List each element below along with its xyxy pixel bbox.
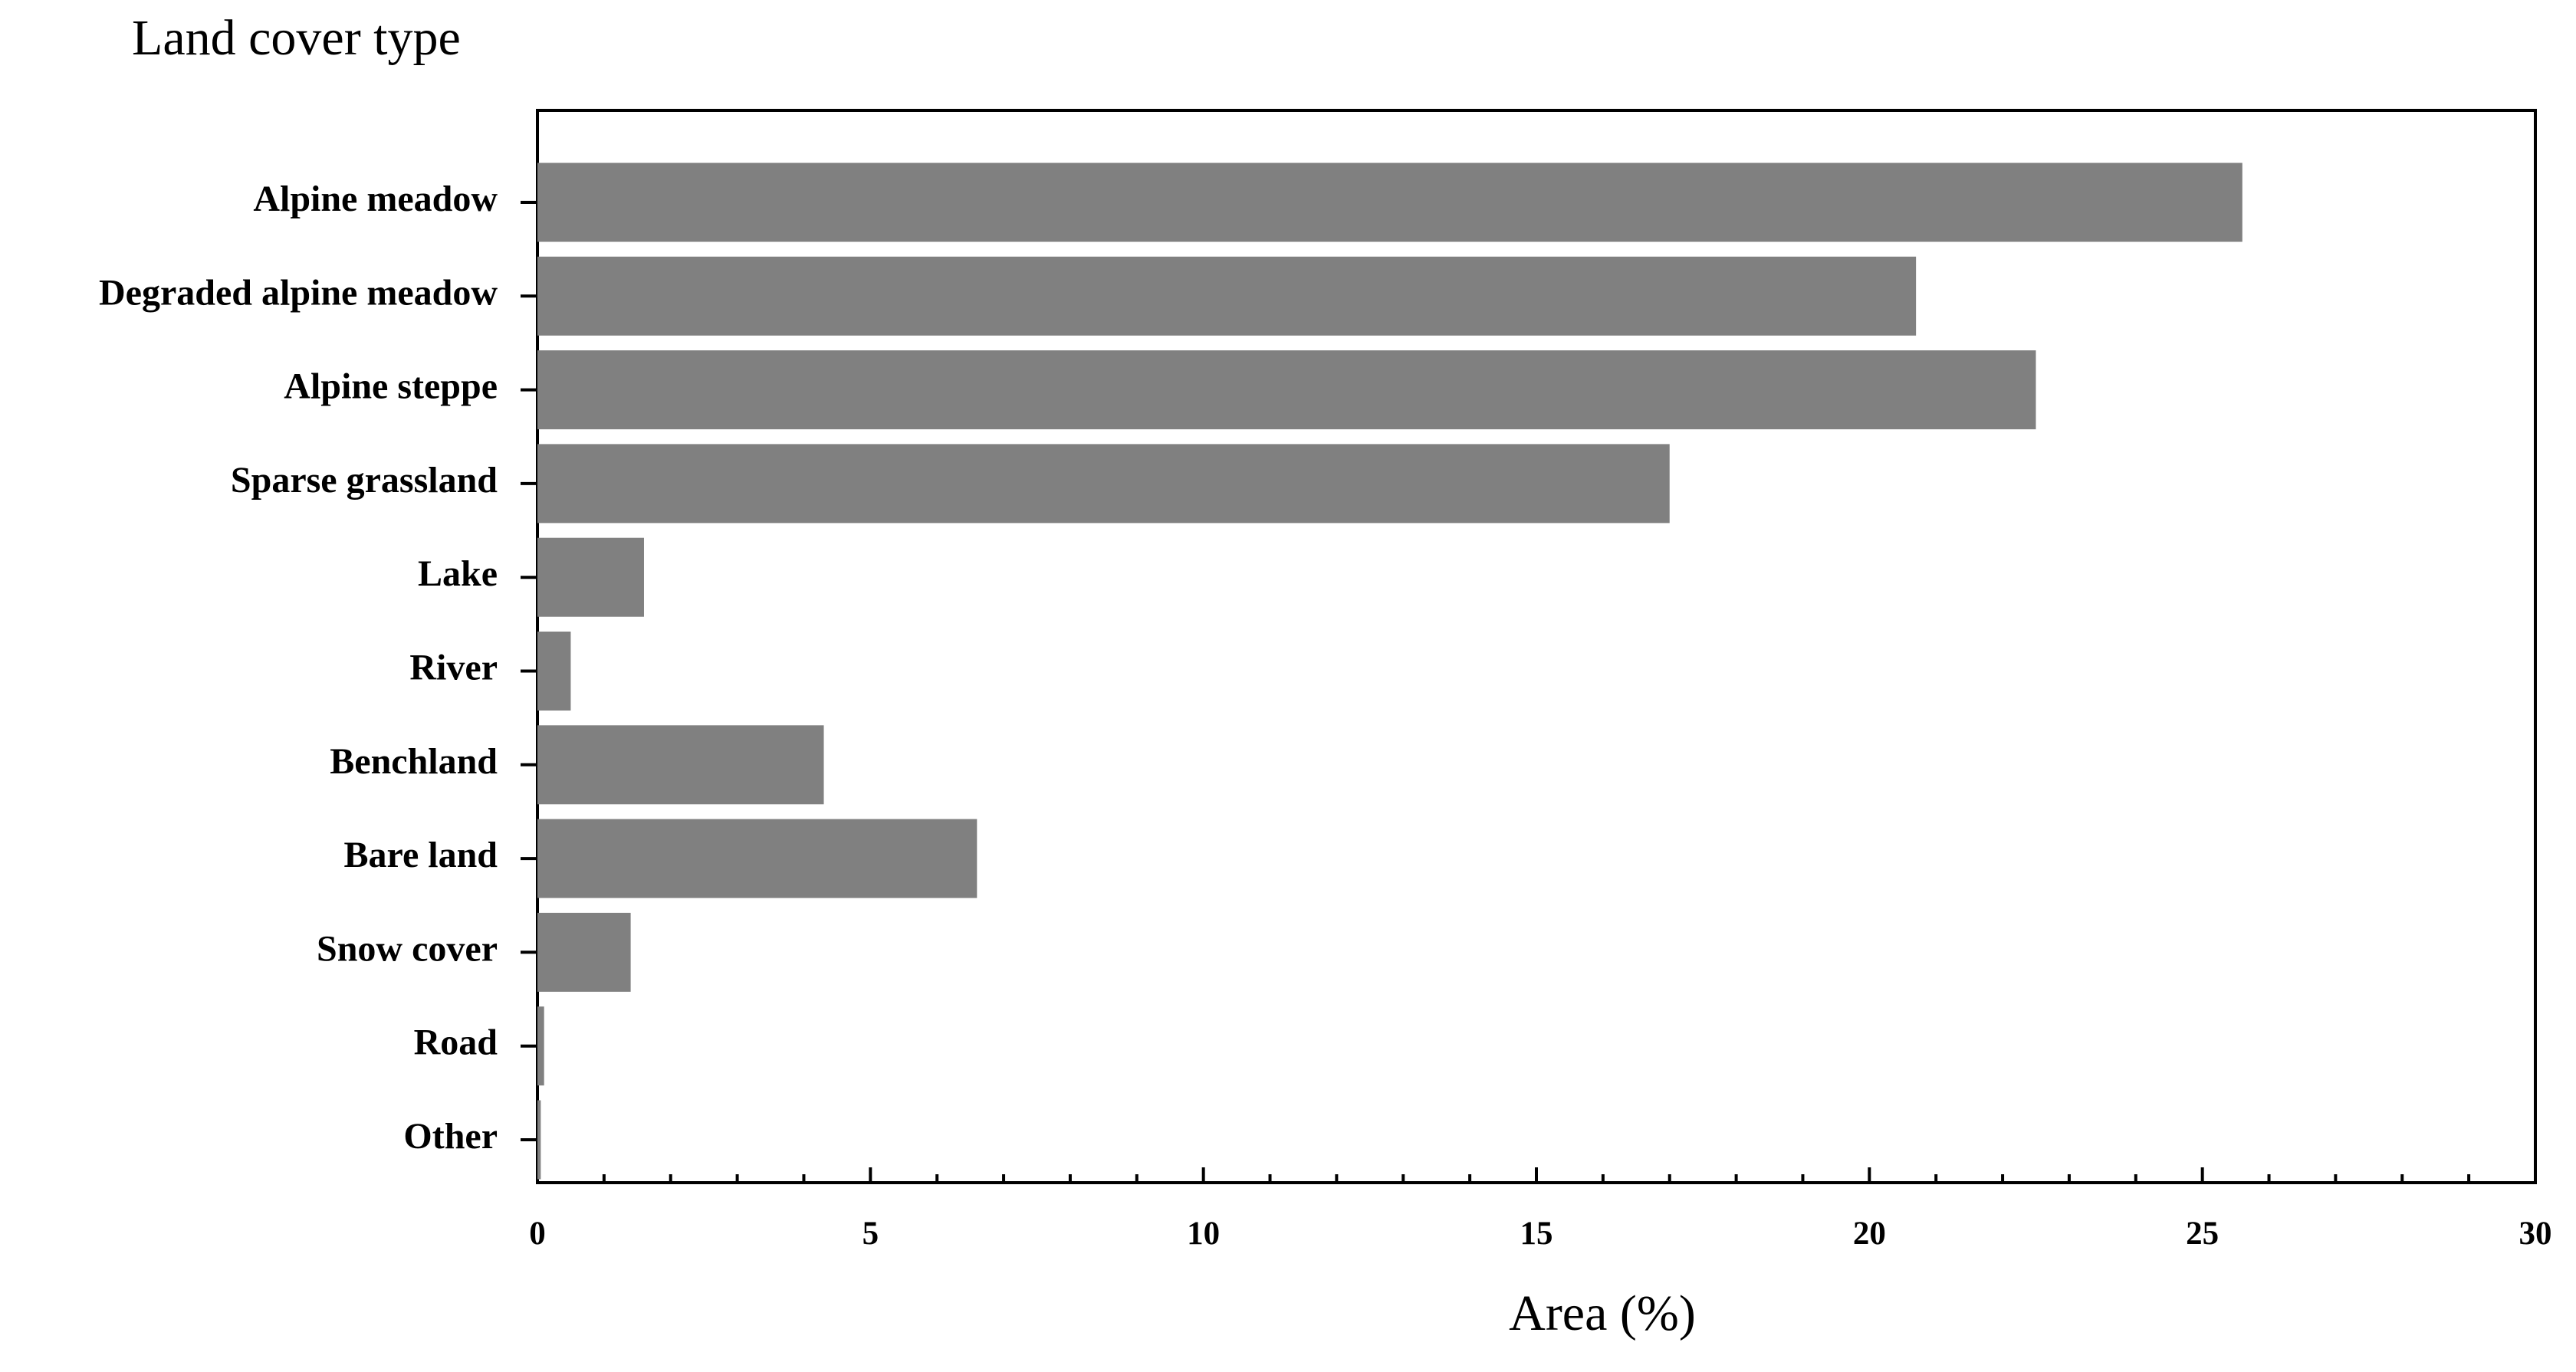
x-tick-label: 25: [2186, 1216, 2219, 1252]
y-tick-label: Sparse grassland: [231, 460, 498, 501]
x-tick-label: 5: [863, 1216, 879, 1252]
x-axis-title: Area (%): [1509, 1285, 1696, 1341]
y-tick-label: Road: [414, 1022, 498, 1063]
bar: [537, 912, 631, 992]
bar: [537, 162, 2242, 242]
bar: [537, 537, 644, 617]
y-tick-label: Lake: [418, 553, 498, 594]
y-tick-label: Other: [403, 1116, 498, 1157]
x-tick-label: 20: [1853, 1216, 1886, 1252]
bar: [537, 256, 1917, 336]
bar: [537, 1100, 541, 1180]
x-tick-label: 10: [1187, 1216, 1220, 1252]
x-tick-label: 0: [529, 1216, 546, 1252]
bar: [537, 632, 571, 711]
bar: [537, 350, 2036, 430]
y-tick-label: Alpine meadow: [253, 179, 498, 219]
bar: [537, 1006, 544, 1086]
y-tick-label: River: [409, 648, 498, 688]
y-tick-label: Bare land: [344, 835, 498, 875]
x-tick-label: 15: [1520, 1216, 1553, 1252]
bar: [537, 444, 1670, 524]
bar: [537, 819, 978, 898]
bar: [537, 725, 824, 805]
y-tick-label: Alpine steppe: [284, 366, 498, 407]
x-tick-label: 30: [2519, 1216, 2552, 1252]
y-axis-title: Land cover type: [132, 10, 461, 66]
y-tick-label: Snow cover: [317, 928, 498, 969]
y-tick-label: Benchland: [330, 741, 498, 782]
y-tick-label: Degraded alpine meadow: [99, 272, 498, 313]
